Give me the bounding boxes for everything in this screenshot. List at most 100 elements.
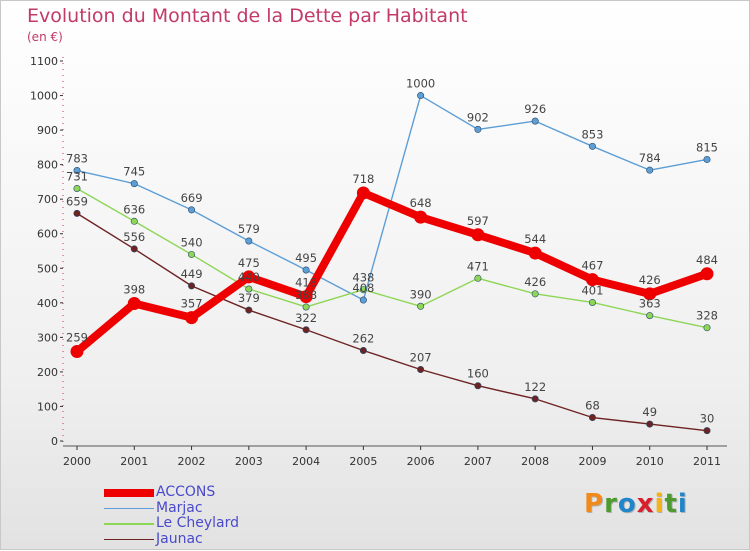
data-label-accons: 467 <box>581 259 603 273</box>
legend-label-le-cheylard: Le Cheylard <box>156 515 240 531</box>
y-tick-label: 500 <box>37 262 58 275</box>
x-tick-label: 2000 <box>63 455 91 468</box>
data-point-le-cheylard <box>302 303 310 311</box>
data-point-accons <box>471 228 485 242</box>
x-tick-label: 2002 <box>178 455 206 468</box>
legend-swatch-le-cheylard <box>104 523 154 525</box>
data-label-accons: 418 <box>295 276 317 290</box>
y-tick-label: 800 <box>37 159 58 172</box>
y-tick-label: 300 <box>37 331 58 344</box>
data-point-jaunac <box>588 414 596 422</box>
data-label-le-cheylard: 390 <box>410 287 432 301</box>
data-label-marjac: 926 <box>524 102 546 116</box>
data-label-le-cheylard: 363 <box>639 297 661 311</box>
data-point-marjac <box>359 296 367 304</box>
series-line-marjac <box>76 94 708 301</box>
data-label-marjac: 408 <box>352 281 374 295</box>
data-point-le-cheylard <box>588 298 596 306</box>
data-point-accons <box>356 186 370 200</box>
y-tick-label: 400 <box>37 297 58 310</box>
legend-label-marjac: Marjac <box>156 499 203 516</box>
data-point-accons <box>528 246 542 260</box>
y-tick-label: 700 <box>37 193 58 206</box>
y-tick-label: 200 <box>37 366 58 379</box>
x-tick-label: 2011 <box>693 455 721 468</box>
legend-swatch-jaunac <box>104 538 154 540</box>
data-label-marjac: 745 <box>123 165 145 179</box>
data-label-jaunac: 659 <box>66 194 88 208</box>
data-point-marjac <box>703 155 711 163</box>
data-point-accons <box>127 297 141 311</box>
data-point-jaunac <box>531 395 539 403</box>
y-tick-label: 1000 <box>30 90 58 103</box>
data-point-accons <box>185 311 199 325</box>
logo-letter: o <box>617 489 637 519</box>
x-tick-label: 2003 <box>235 455 263 468</box>
data-label-jaunac: 449 <box>181 267 203 281</box>
logo-letter: r <box>604 489 618 519</box>
data-label-marjac: 1000 <box>406 77 435 91</box>
data-point-le-cheylard <box>188 250 196 258</box>
data-label-marjac: 815 <box>696 140 718 154</box>
data-point-jaunac <box>646 420 654 428</box>
data-point-accons <box>585 273 599 287</box>
chart-title: Evolution du Montant de la Dette par Hab… <box>27 5 468 27</box>
data-point-marjac <box>417 92 425 100</box>
x-tick-label: 2010 <box>636 455 664 468</box>
data-label-le-cheylard: 388 <box>295 288 317 302</box>
data-label-jaunac: 207 <box>410 350 432 364</box>
data-label-le-cheylard: 438 <box>352 271 374 285</box>
data-point-jaunac <box>474 382 482 390</box>
data-label-le-cheylard: 440 <box>238 270 260 284</box>
data-point-marjac <box>245 237 253 245</box>
data-label-accons: 475 <box>238 256 260 270</box>
data-point-marjac <box>130 180 138 188</box>
data-label-le-cheylard: 540 <box>181 235 203 249</box>
data-label-accons: 718 <box>352 172 374 186</box>
x-tick-label: 2009 <box>578 455 606 468</box>
data-point-accons <box>70 345 84 359</box>
series-line-accons <box>73 188 711 356</box>
data-label-le-cheylard: 401 <box>581 283 603 297</box>
data-point-marjac <box>531 117 539 125</box>
data-point-accons <box>242 270 256 284</box>
data-point-accons <box>700 267 714 281</box>
data-label-accons: 357 <box>181 297 203 311</box>
data-point-marjac <box>302 266 310 274</box>
y-tick-label: 900 <box>37 124 58 137</box>
x-tick-label: 2005 <box>349 455 377 468</box>
x-tick-label: 2001 <box>120 455 148 468</box>
data-label-le-cheylard: 471 <box>467 259 489 273</box>
data-point-marjac <box>188 206 196 214</box>
data-point-marjac <box>646 166 654 174</box>
proxiti-logo[interactable]: Proxiti <box>584 489 688 519</box>
data-point-marjac <box>73 167 81 175</box>
data-label-jaunac: 160 <box>467 367 489 381</box>
data-point-jaunac <box>245 306 253 314</box>
data-label-le-cheylard: 426 <box>524 275 546 289</box>
logo-letter: i <box>654 489 665 519</box>
data-label-accons: 597 <box>467 214 489 228</box>
data-label-marjac: 853 <box>581 127 603 141</box>
data-label-jaunac: 68 <box>585 399 600 413</box>
data-label-accons: 648 <box>410 196 432 210</box>
data-point-le-cheylard <box>73 184 81 192</box>
x-tick-label: 2004 <box>292 455 320 468</box>
data-label-le-cheylard: 731 <box>66 169 88 183</box>
data-label-marjac: 669 <box>181 191 203 205</box>
y-tick-label: 100 <box>37 400 58 413</box>
data-point-accons <box>299 290 313 304</box>
data-label-accons: 259 <box>66 331 88 345</box>
legend-label-jaunac: Jaunac <box>156 530 203 547</box>
data-label-le-cheylard: 328 <box>696 309 718 323</box>
data-point-accons <box>643 287 657 301</box>
data-label-marjac: 783 <box>66 152 88 166</box>
data-point-le-cheylard <box>474 274 482 282</box>
logo-letter: i <box>677 489 688 519</box>
data-point-le-cheylard <box>531 290 539 298</box>
y-tick-label: 1100 <box>30 55 58 68</box>
data-label-le-cheylard: 636 <box>123 202 145 216</box>
data-label-accons: 544 <box>524 232 546 246</box>
